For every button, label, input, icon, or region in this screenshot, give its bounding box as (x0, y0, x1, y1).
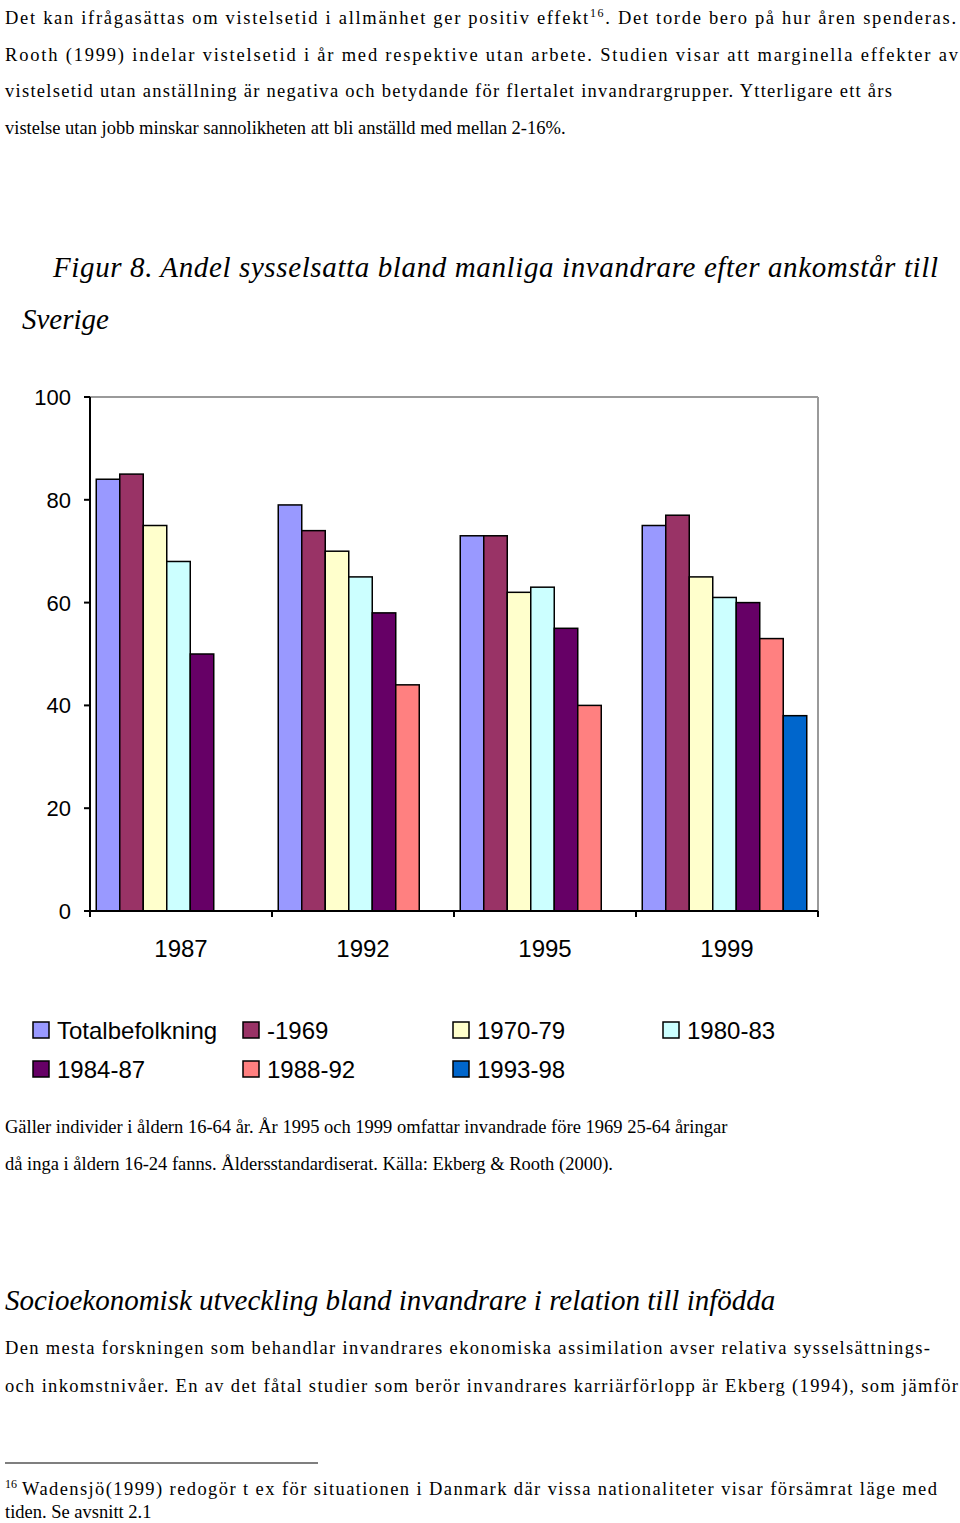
intro-line: Det kan ifrågasättas om vistelsetid i al… (5, 6, 956, 28)
bar (642, 526, 666, 912)
legend-swatch (243, 1022, 259, 1038)
bar (167, 561, 191, 911)
legend-swatch (33, 1022, 49, 1038)
plot-frame (817, 397, 819, 911)
bar (190, 654, 214, 911)
intro-line: vistelsetid utan anställning är negativa… (5, 81, 892, 101)
legend-swatch (453, 1022, 469, 1038)
y-tick (84, 396, 90, 398)
bar (372, 613, 396, 911)
intro-line: vistelse utan jobb minskar sannolikheten… (5, 118, 566, 138)
legend-swatch (453, 1061, 469, 1077)
bar (396, 685, 420, 911)
legend-label: 1980-83 (687, 1017, 775, 1044)
y-tick (84, 704, 90, 706)
text-run: Det kan ifrågasättas om vistelsetid i al… (5, 8, 589, 28)
legend: Totalbefolkning -1969 1970-79 1980-83 1984-8… (33, 1017, 775, 1083)
bar (460, 536, 484, 911)
text-run: . Det torde bero på hur åren spenderas. (605, 8, 956, 28)
legend-label: 1984-87 (57, 1056, 145, 1083)
bar (120, 474, 144, 911)
figure-note: Gäller individer i åldern 16-64 år. År 1… (5, 1117, 727, 1137)
y-tick (84, 807, 90, 809)
bar (578, 705, 602, 911)
x-tick (89, 911, 91, 917)
bar (689, 577, 713, 911)
y-tick-label: 60 (47, 591, 71, 616)
legend-label: Totalbefolkning (57, 1017, 217, 1044)
figure-caption: Figur 8. Andel sysselsatta bland manliga… (52, 251, 938, 283)
x-tick (271, 911, 273, 917)
footnote-marker: 16 (5, 1477, 17, 1491)
bar (302, 531, 326, 911)
bar (507, 592, 531, 911)
x-tick (817, 911, 819, 917)
section-heading: Socioekonomisk utveckling bland invandra… (5, 1284, 775, 1316)
plot-frame (90, 396, 818, 398)
page: Det kan ifrågasättas om vistelsetid i al… (0, 0, 960, 1523)
bar (278, 505, 302, 911)
bar (713, 597, 737, 911)
y-tick-label: 0 (59, 899, 71, 924)
x-tick-label: 1992 (336, 935, 389, 962)
x-tick-label: 1999 (700, 935, 753, 962)
bar (325, 551, 349, 911)
intro-line: Rooth (1999) indelar vistelsetid i år me… (5, 45, 959, 66)
x-tick (453, 911, 455, 917)
y-tick (84, 602, 90, 604)
bar (143, 526, 167, 912)
chart: 0 20 40 60 80 100 1987 1992 1995 1999 Totalbefolkn… (33, 385, 818, 1083)
bar (666, 515, 690, 911)
legend-label: 1993-98 (477, 1056, 565, 1083)
footnote-ref: 16 (590, 6, 604, 20)
x-tick-label: 1987 (154, 935, 207, 962)
legend-label: 1988-92 (267, 1056, 355, 1083)
bar (484, 536, 508, 911)
bar (760, 639, 784, 911)
y-tick-label: 80 (47, 488, 71, 513)
legend-label: 1970-79 (477, 1017, 565, 1044)
legend-swatch (33, 1061, 49, 1077)
bar (783, 716, 807, 911)
figure-note: då inga i åldern 16-24 fanns. Åldersstan… (5, 1154, 613, 1175)
section-line: Den mesta forskningen som behandlar inva… (5, 1338, 930, 1358)
legend-swatch (243, 1061, 259, 1077)
y-tick-label: 20 (47, 796, 71, 821)
bar (736, 603, 760, 911)
bar (531, 587, 555, 911)
footnote-rule (5, 1462, 318, 1463)
bar (554, 628, 578, 911)
y-tick-label: 100 (34, 385, 71, 410)
figure-caption: Sverige (22, 303, 109, 335)
footnote-line: Wadensjö(1999) redogör t ex för situatio… (22, 1479, 938, 1500)
x-tick-label: 1995 (518, 935, 571, 962)
y-axis (89, 397, 91, 911)
legend-swatch (663, 1022, 679, 1038)
legend-label: -1969 (267, 1017, 328, 1044)
section-line: och inkomstnivåer. En av det fåtal studi… (5, 1376, 958, 1397)
bar (96, 479, 120, 911)
x-tick (635, 911, 637, 917)
background (0, 0, 960, 1523)
y-tick-label: 40 (47, 693, 71, 718)
y-tick (84, 499, 90, 501)
footnote-line: tiden. Se avsnitt 2.1 (5, 1502, 151, 1522)
bars (96, 474, 807, 911)
bar (349, 577, 373, 911)
